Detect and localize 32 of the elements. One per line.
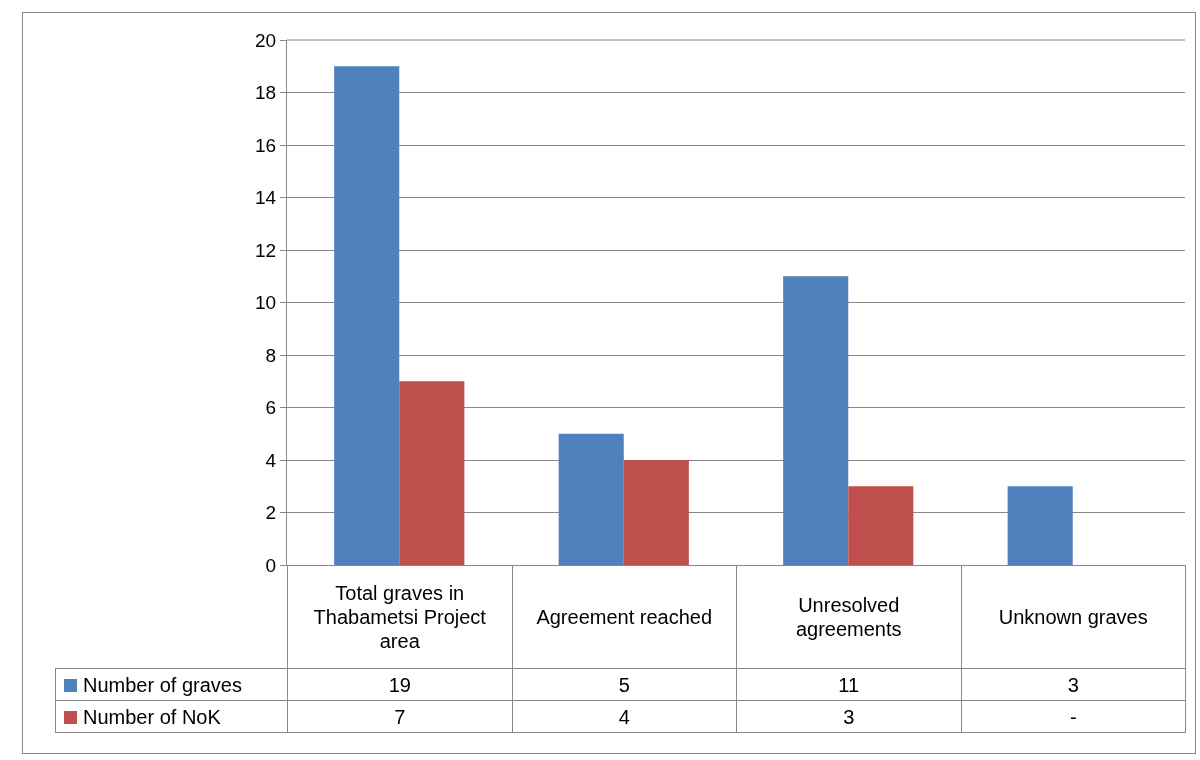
bar [848,486,914,565]
bar [623,460,689,565]
y-tick-label: 4 [265,449,277,471]
bar [399,381,465,565]
data-label: 3 [736,700,962,733]
data-label: 4 [511,700,737,733]
data-label: 11 [736,668,962,701]
y-tick-label: 8 [265,344,277,366]
bar [1007,486,1073,565]
y-tick-label: 10 [255,292,277,314]
y-tick-label: 16 [255,134,277,156]
y-tick-label: 14 [255,187,277,209]
bar [334,66,400,565]
legend-label: Number of NoK [83,705,221,728]
legend-label: Number of graves [83,673,242,696]
x-tick-label: Agreement reached [511,565,737,669]
y-tick-label: 18 [255,82,277,104]
data-label: 19 [287,668,513,701]
data-label: 3 [960,668,1186,701]
y-tick-label: 6 [265,397,277,419]
x-tick-label: Total graves in Thabametsi Project area [287,565,513,669]
data-label: 7 [287,700,513,733]
bar [783,276,849,565]
y-tick-label: 12 [255,239,277,261]
x-tick-label: Unresolved agreements [736,565,962,669]
data-label: 5 [511,668,737,701]
y-tick-label: 20 [255,29,277,51]
text: - [1069,705,1077,728]
y-tick-label: 0 [265,554,277,576]
y-tick-label: 2 [265,502,277,524]
bar [558,433,624,565]
x-tick-label: Unknown graves [960,565,1186,669]
